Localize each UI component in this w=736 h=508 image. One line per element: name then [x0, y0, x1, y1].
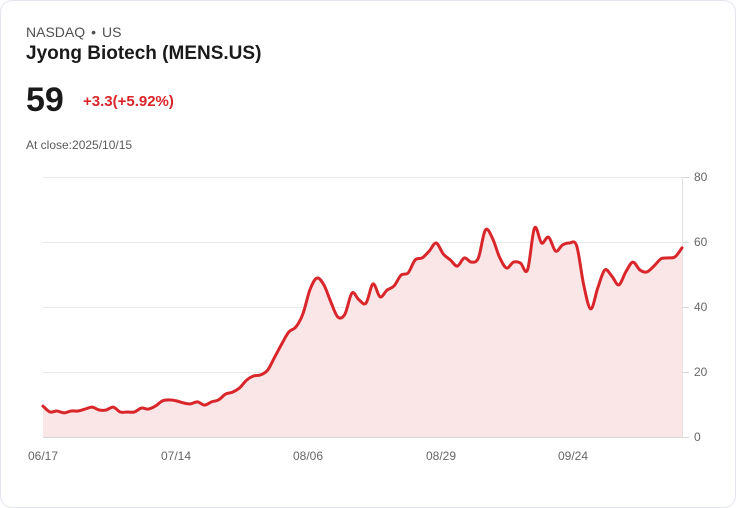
market-name: US — [102, 24, 122, 40]
y-tick-80: 80 — [694, 170, 708, 184]
x-tick-0714: 07/14 — [161, 449, 191, 463]
current-price: 59 — [26, 81, 64, 119]
y-tick-60: 60 — [694, 235, 708, 249]
price-area-fill — [43, 227, 682, 437]
y-tick-0: 0 — [694, 430, 701, 444]
y-tick-40: 40 — [694, 300, 708, 314]
stock-title: Jyong Biotech (MENS.US) — [26, 43, 262, 64]
y-tick-20: 20 — [694, 365, 708, 379]
exchange-name: NASDAQ — [26, 24, 86, 40]
price-line — [41, 225, 684, 415]
price-change: +3.3(+5.92%) — [83, 93, 174, 110]
x-tick-0806: 08/06 — [293, 449, 323, 463]
x-tick-0924: 09/24 — [558, 449, 588, 463]
separator-dot: • — [91, 24, 97, 40]
gridlines — [43, 177, 689, 438]
exchange-info: NASDAQ • US — [26, 24, 121, 40]
x-axis: 06/17 07/14 08/06 08/29 09/24 — [28, 449, 588, 463]
x-tick-0617: 06/17 — [28, 449, 58, 463]
close-date: At close:2025/10/15 — [26, 138, 133, 152]
x-tick-0829: 08/29 — [426, 449, 456, 463]
y-axis: 80 60 40 20 0 — [694, 170, 708, 444]
